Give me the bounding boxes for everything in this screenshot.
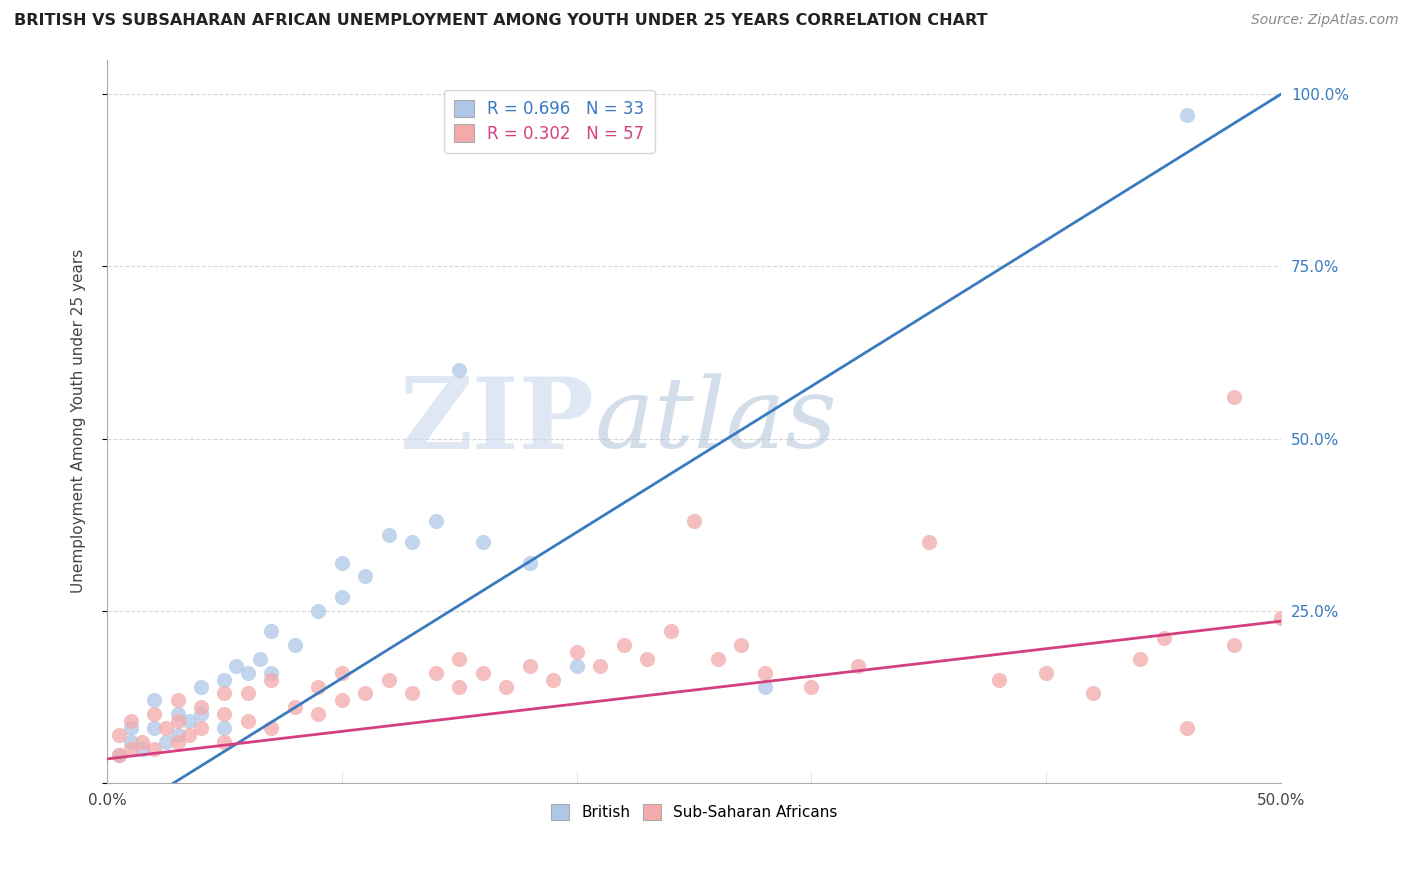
Point — [307, 680, 329, 694]
Point — [307, 707, 329, 722]
Point — [471, 665, 494, 680]
Point — [495, 680, 517, 694]
Point — [589, 659, 612, 673]
Point — [1129, 652, 1152, 666]
Point — [330, 590, 353, 604]
Point — [120, 714, 142, 728]
Point — [754, 680, 776, 694]
Point — [166, 714, 188, 728]
Point — [143, 693, 166, 707]
Point — [166, 693, 188, 707]
Point — [1175, 108, 1198, 122]
Point — [260, 665, 283, 680]
Point — [449, 680, 471, 694]
Point — [155, 721, 177, 735]
Point — [754, 665, 776, 680]
Point — [190, 707, 212, 722]
Point — [190, 680, 212, 694]
Point — [166, 707, 188, 722]
Point — [401, 535, 423, 549]
Point — [190, 700, 212, 714]
Point — [378, 673, 401, 687]
Point — [519, 659, 541, 673]
Point — [425, 665, 447, 680]
Point — [354, 569, 377, 583]
Point — [131, 741, 153, 756]
Point — [706, 652, 728, 666]
Point — [307, 604, 329, 618]
Point — [131, 735, 153, 749]
Point — [565, 645, 588, 659]
Point — [541, 673, 564, 687]
Point — [190, 721, 212, 735]
Point — [236, 714, 259, 728]
Point — [449, 652, 471, 666]
Point — [260, 721, 283, 735]
Y-axis label: Unemployment Among Youth under 25 years: Unemployment Among Youth under 25 years — [72, 249, 86, 593]
Point — [108, 748, 131, 763]
Legend: British, Sub-Saharan Africans: British, Sub-Saharan Africans — [544, 797, 844, 826]
Point — [284, 638, 307, 652]
Point — [214, 686, 236, 700]
Point — [214, 721, 236, 735]
Point — [214, 735, 236, 749]
Point — [330, 556, 353, 570]
Point — [1223, 390, 1246, 404]
Point — [214, 707, 236, 722]
Point — [659, 624, 682, 639]
Point — [236, 665, 259, 680]
Point — [1270, 610, 1292, 624]
Point — [108, 728, 131, 742]
Point — [249, 652, 271, 666]
Point — [330, 665, 353, 680]
Point — [1223, 638, 1246, 652]
Point — [1153, 632, 1175, 646]
Point — [166, 728, 188, 742]
Text: atlas: atlas — [595, 374, 837, 469]
Point — [1175, 721, 1198, 735]
Point — [354, 686, 377, 700]
Point — [425, 514, 447, 528]
Point — [378, 528, 401, 542]
Point — [988, 673, 1011, 687]
Point — [1035, 665, 1057, 680]
Point — [120, 721, 142, 735]
Point — [120, 735, 142, 749]
Point — [284, 700, 307, 714]
Point — [848, 659, 870, 673]
Point — [236, 686, 259, 700]
Point — [108, 748, 131, 763]
Point — [683, 514, 706, 528]
Point — [565, 659, 588, 673]
Point — [179, 714, 201, 728]
Point — [260, 624, 283, 639]
Point — [519, 556, 541, 570]
Point — [155, 735, 177, 749]
Text: BRITISH VS SUBSAHARAN AFRICAN UNEMPLOYMENT AMONG YOUTH UNDER 25 YEARS CORRELATIO: BRITISH VS SUBSAHARAN AFRICAN UNEMPLOYME… — [14, 13, 987, 29]
Point — [636, 652, 658, 666]
Text: Source: ZipAtlas.com: Source: ZipAtlas.com — [1251, 13, 1399, 28]
Point — [730, 638, 752, 652]
Point — [179, 728, 201, 742]
Point — [330, 693, 353, 707]
Point — [800, 680, 823, 694]
Point — [143, 721, 166, 735]
Point — [120, 741, 142, 756]
Point — [166, 735, 188, 749]
Point — [143, 707, 166, 722]
Point — [214, 673, 236, 687]
Point — [918, 535, 941, 549]
Text: ZIP: ZIP — [399, 373, 595, 470]
Point — [471, 535, 494, 549]
Point — [449, 362, 471, 376]
Point — [260, 673, 283, 687]
Point — [225, 659, 247, 673]
Point — [143, 741, 166, 756]
Point — [401, 686, 423, 700]
Point — [613, 638, 636, 652]
Point — [1083, 686, 1105, 700]
